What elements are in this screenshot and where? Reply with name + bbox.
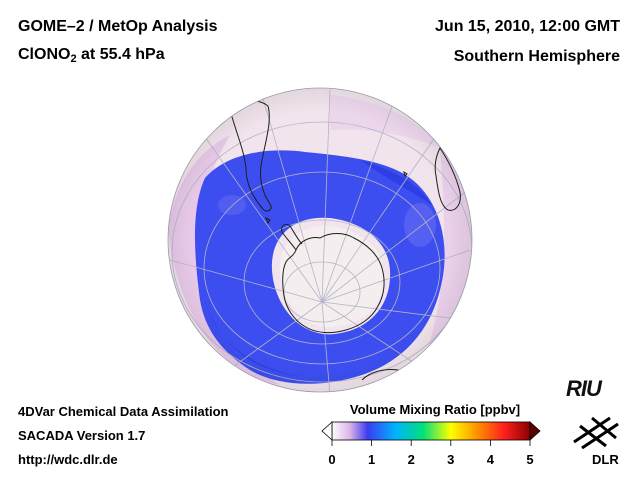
region-label: Southern Hemisphere <box>453 48 620 65</box>
footer-url: http://wdc.dlr.de <box>18 452 118 467</box>
colorbar-tick-label: 2 <box>407 452 415 467</box>
colorbar-tick-label: 0 <box>328 452 336 467</box>
species-subscript: 2 <box>70 53 77 65</box>
colorbar-title: Volume Mixing Ratio [ppbv] <box>349 402 521 417</box>
dlr-logo-icon <box>573 416 619 450</box>
colorbar-high-arrow <box>529 421 541 441</box>
date-time: Jun 15, 2010, 12:00 GMT <box>435 18 620 35</box>
footer-method: 4DVar Chemical Data Assimilation <box>18 404 229 419</box>
footer-version: SACADA Version 1.7 <box>18 428 146 443</box>
riu-logo-text: RIU <box>566 376 602 401</box>
colorbar <box>321 421 541 446</box>
colorbar-tick-label: 1 <box>367 452 376 467</box>
subtitle-species: ClONO2 at 55.4 hPa <box>18 46 165 65</box>
species-name: ClONO <box>18 46 71 63</box>
colorbar-tick-label: 5 <box>526 452 534 467</box>
colorbar-tick-label: 3 <box>447 452 455 467</box>
colorbar-tick-label: 4 <box>486 452 494 467</box>
title: GOME–2 / MetOp Analysis <box>18 18 218 35</box>
dlr-logo-text: DLR <box>592 452 619 467</box>
riu-logo: RIU <box>566 376 602 402</box>
colorbar-low-arrow <box>321 421 333 441</box>
pressure-level: at 55.4 hPa <box>76 46 165 63</box>
